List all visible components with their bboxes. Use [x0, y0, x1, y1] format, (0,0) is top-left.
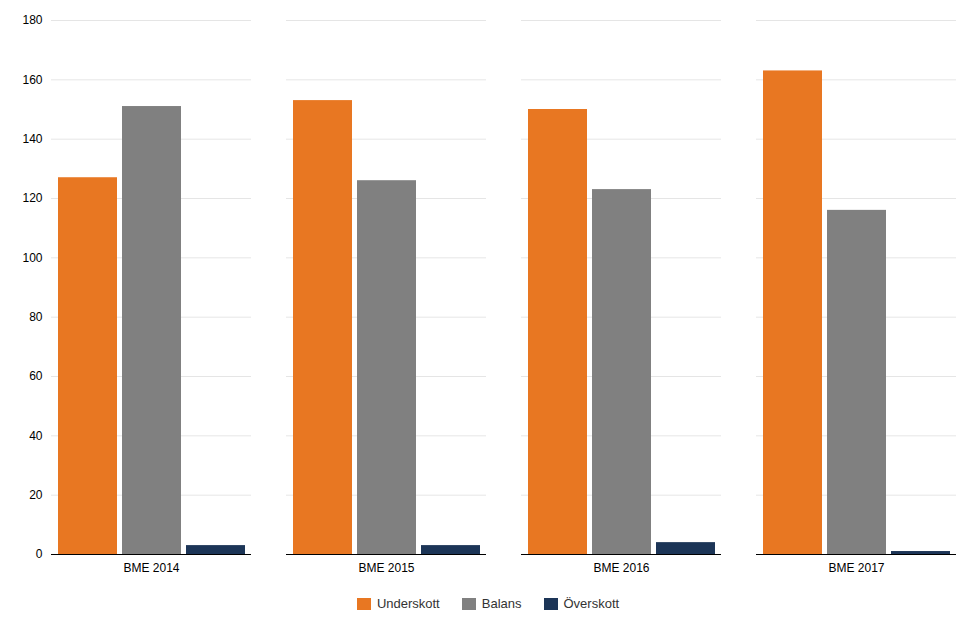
- svg-text:80: 80: [29, 310, 43, 324]
- svg-text:140: 140: [22, 132, 42, 146]
- svg-text:40: 40: [29, 429, 43, 443]
- svg-text:60: 60: [29, 369, 43, 383]
- svg-text:0: 0: [36, 547, 43, 561]
- html-text:Överskott: Överskott: [563, 596, 620, 611]
- svg-text:120: 120: [22, 191, 42, 205]
- html-text:Balans: Balans: [481, 596, 522, 611]
- svg-text:BME 2017: BME 2017: [828, 561, 884, 575]
- svg-text:BME 2014: BME 2014: [123, 561, 179, 575]
- svg-text:180: 180: [22, 13, 42, 27]
- html-text:Underskott: Underskott: [376, 596, 440, 611]
- svg-text:BME 2015: BME 2015: [358, 561, 414, 575]
- svg-text:20: 20: [29, 488, 43, 502]
- svg-text:100: 100: [22, 251, 42, 265]
- svg-text:BME 2016: BME 2016: [593, 561, 649, 575]
- svg-text:160: 160: [22, 73, 42, 87]
